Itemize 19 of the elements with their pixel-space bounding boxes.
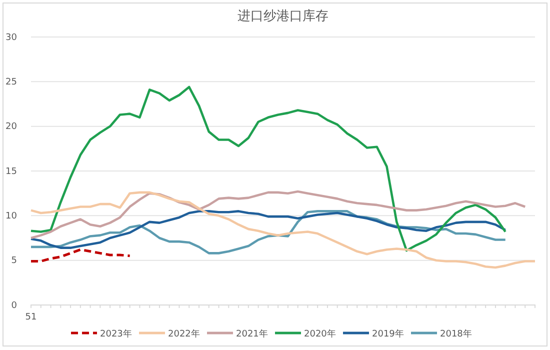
y-tick-label: 20: [6, 122, 18, 132]
y-tick-label: 0: [11, 300, 18, 311]
line-series: [30, 191, 536, 269]
line-series: [30, 248, 132, 262]
legend-label: 2021年: [236, 328, 268, 340]
y-tick-label: 15: [6, 166, 17, 177]
y-tick-label: 30: [6, 32, 18, 43]
line-series: [30, 86, 507, 252]
legend-label: 2018年: [440, 328, 472, 340]
line-series: [30, 190, 526, 240]
legend-label: 2023年: [100, 328, 132, 340]
x-tick-label: 51: [25, 312, 37, 322]
legend-label: 2019年: [372, 328, 404, 340]
y-tick-label: 25: [6, 78, 17, 88]
y-tick-label: 10: [6, 212, 18, 222]
y-tick-label: 5: [11, 256, 17, 266]
legend-label: 2022年: [168, 328, 200, 340]
chart-title: 进口纱港口库存: [238, 9, 328, 24]
legend-label: 2020年: [304, 328, 336, 340]
